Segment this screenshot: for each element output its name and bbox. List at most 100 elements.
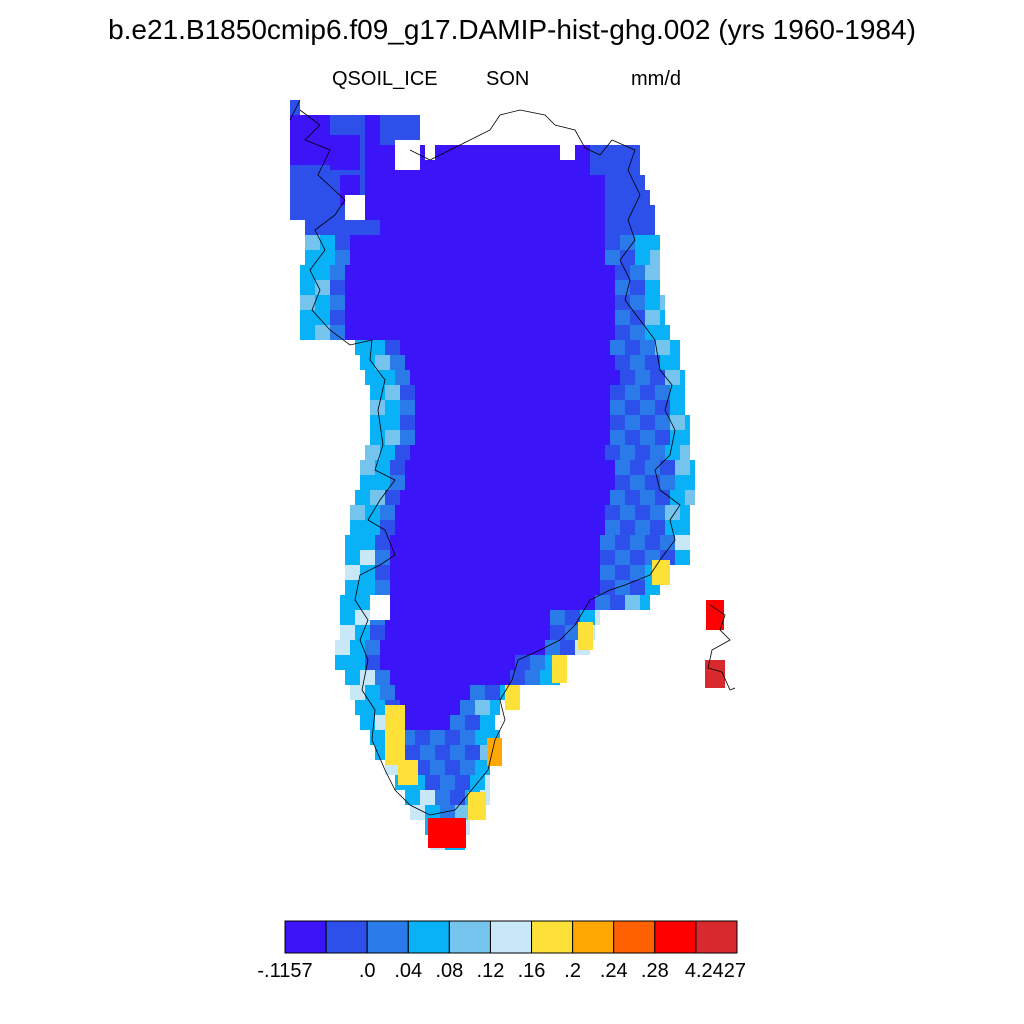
map-cell xyxy=(425,220,440,235)
map-cell xyxy=(480,325,495,340)
map-cell xyxy=(390,565,405,580)
map-cell xyxy=(405,475,420,490)
map-cell xyxy=(620,160,635,175)
map-cell xyxy=(585,475,600,490)
map-cell xyxy=(505,415,520,430)
map-cell xyxy=(450,265,465,280)
map-cell xyxy=(375,535,390,550)
map-cell xyxy=(430,610,445,625)
map-cell xyxy=(390,550,405,565)
map-cell xyxy=(605,220,620,235)
map-cell xyxy=(430,415,445,430)
map-cell xyxy=(505,340,520,355)
map-cell xyxy=(490,385,505,400)
map-cell xyxy=(530,205,545,220)
map-cell xyxy=(490,400,505,415)
map-cell xyxy=(600,565,615,580)
map-cell xyxy=(560,520,575,535)
map-cell xyxy=(500,640,515,655)
map-cell xyxy=(475,385,490,400)
map-cell xyxy=(500,160,515,175)
map-cell xyxy=(450,280,465,295)
map-cell xyxy=(660,355,675,370)
map-cell xyxy=(615,580,630,595)
map-cell xyxy=(440,190,455,205)
map-cell xyxy=(605,235,620,250)
map-cell xyxy=(515,655,530,670)
map-cell xyxy=(415,430,430,445)
map-cell xyxy=(350,220,365,235)
map-cell xyxy=(465,460,480,475)
map-cell xyxy=(625,340,640,355)
map-cell xyxy=(685,430,690,445)
plot-title: b.e21.B1850cmip6.f09_g17.DAMIP-hist-ghg.… xyxy=(108,14,916,45)
map-cell xyxy=(450,580,465,595)
map-cell xyxy=(400,400,415,415)
map-cell xyxy=(320,175,335,190)
map-cell xyxy=(335,250,350,265)
map-cell xyxy=(665,520,680,535)
map-cell xyxy=(530,190,545,205)
map-cell xyxy=(580,415,595,430)
map-cell xyxy=(555,280,570,295)
map-cell xyxy=(595,595,610,610)
map-cell xyxy=(430,490,445,505)
map-cell xyxy=(550,385,565,400)
map-cell xyxy=(315,310,330,325)
map-cell xyxy=(480,280,495,295)
map-cell xyxy=(410,505,425,520)
map-cell xyxy=(445,490,460,505)
map-cell xyxy=(560,445,575,460)
map-cell xyxy=(410,115,420,130)
map-cell xyxy=(645,535,660,550)
map-cell xyxy=(455,655,470,670)
map-cell xyxy=(385,490,400,505)
colorbar-swatch xyxy=(489,920,533,954)
map-cell xyxy=(428,818,466,848)
map-cell xyxy=(595,415,610,430)
map-cell xyxy=(505,430,520,445)
map-cell xyxy=(660,325,670,340)
map-cell xyxy=(570,280,585,295)
map-cell xyxy=(290,190,305,205)
map-cell xyxy=(530,370,545,385)
map-cell xyxy=(580,595,595,610)
map-cell xyxy=(575,175,590,190)
map-cell xyxy=(615,355,630,370)
map-cell xyxy=(315,265,330,280)
map-cell xyxy=(415,760,430,775)
map-cell xyxy=(330,265,345,280)
map-cell xyxy=(495,295,510,310)
map-cell xyxy=(420,295,435,310)
map-cell xyxy=(405,295,420,310)
map-cell xyxy=(535,625,550,640)
map-cell xyxy=(590,520,605,535)
map-cell xyxy=(515,145,530,160)
map-cell xyxy=(370,340,385,355)
map-cell xyxy=(370,700,385,715)
map-cell xyxy=(445,430,460,445)
map-cell xyxy=(500,145,515,160)
map-cell xyxy=(675,460,690,475)
map-cell xyxy=(620,445,635,460)
map-cells xyxy=(290,100,725,850)
map-cell xyxy=(360,295,375,310)
map-cell xyxy=(365,520,380,535)
map-cell xyxy=(360,565,375,580)
map-cell xyxy=(655,385,670,400)
map-cell xyxy=(535,490,550,505)
map-cell xyxy=(545,520,560,535)
map-cell xyxy=(360,355,375,370)
map-cell xyxy=(395,250,410,265)
map-cell xyxy=(435,355,450,370)
map-cell xyxy=(640,490,655,505)
map-cell xyxy=(375,670,390,685)
map-cell xyxy=(575,370,590,385)
map-cell xyxy=(645,295,660,310)
map-cell xyxy=(570,310,585,325)
map-cell xyxy=(410,640,425,655)
map-cell xyxy=(345,670,360,685)
map-cell xyxy=(670,430,685,445)
map-cell xyxy=(350,520,365,535)
colorbar-swatch xyxy=(284,920,327,954)
